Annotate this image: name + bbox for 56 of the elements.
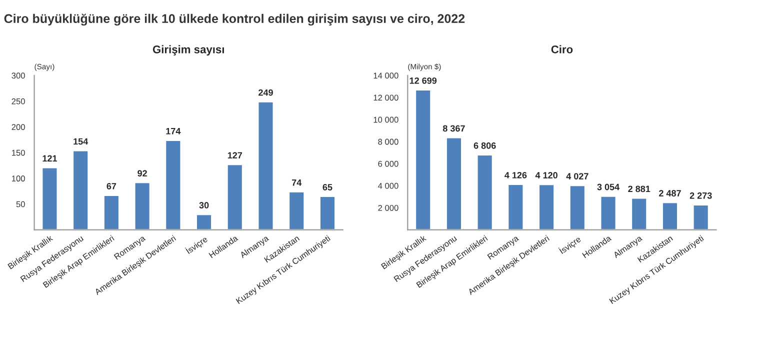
data-label: 92 (138, 170, 147, 177)
y-tick-label: 200 (12, 124, 25, 130)
bar (662, 202, 678, 230)
text: Ciro büyüklüğüne göre ilk 10 ülkede kontrol edilen girişim sayısı ve ciro, 2022 (4, 14, 465, 26)
chart-title: Ciro (551, 45, 573, 54)
bar (476, 154, 494, 230)
bar (72, 150, 89, 230)
bar (630, 197, 648, 230)
data-label: 154 (74, 138, 88, 145)
data-label: 2 273 (690, 192, 712, 199)
bar (103, 194, 120, 230)
bar (538, 184, 555, 230)
bar (568, 184, 586, 230)
data-label: 6 806 (474, 142, 496, 149)
data-label: 12 699 (410, 77, 437, 84)
data-label: 2 487 (659, 190, 681, 196)
data-label: 67 (106, 182, 116, 190)
data-label: 2 881 (628, 186, 650, 192)
bar (446, 136, 462, 230)
bar (507, 184, 524, 230)
y-tick-label: 2 000 (378, 204, 398, 211)
data-label: 4 120 (535, 172, 558, 178)
data-label: 127 (228, 152, 242, 158)
y-tick-label: 12 000 (374, 94, 398, 101)
bar (41, 166, 58, 230)
bar (692, 204, 710, 230)
data-label: 174 (166, 128, 181, 134)
bar (257, 101, 274, 230)
y-tick-label: 4 000 (378, 182, 398, 189)
bar (414, 89, 432, 230)
data-label: 74 (292, 179, 302, 186)
bar (600, 195, 617, 230)
bar (134, 182, 151, 230)
y-tick-label: 150 (12, 150, 25, 156)
y-tick-label: 14 000 (374, 72, 398, 79)
data-label: 3 054 (597, 184, 620, 190)
bar (164, 140, 182, 230)
y-tick-label: 300 (12, 72, 25, 79)
bar (319, 196, 336, 230)
data-label: 65 (322, 184, 332, 190)
chart-title: Girişim sayısı (152, 45, 224, 56)
data-label: 8 367 (442, 125, 465, 132)
data-label: 30 (199, 202, 209, 208)
bar (226, 164, 244, 230)
y-tick-label: 8 000 (378, 138, 398, 145)
bar (288, 191, 306, 230)
data-label: 4 027 (566, 173, 588, 180)
data-label: 249 (258, 89, 273, 96)
y-tick-label: 6 000 (378, 160, 398, 167)
data-label: 121 (42, 155, 57, 162)
y-tick-label: 50 (16, 201, 25, 208)
y-tick-label: 10 000 (374, 116, 398, 123)
y-tick-label: 250 (12, 98, 25, 104)
bar (196, 214, 212, 230)
data-label: 4 126 (504, 172, 527, 178)
y-tick-label: 100 (12, 176, 25, 182)
